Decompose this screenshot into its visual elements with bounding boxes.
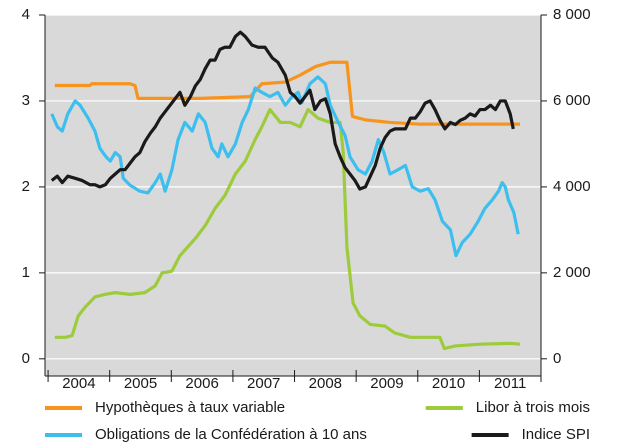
legend-label: Libor à trois mois: [476, 399, 590, 416]
x-tick-label: 2010: [432, 375, 465, 392]
x-tick-label: 2007: [247, 375, 280, 392]
plot-area: [45, 15, 541, 376]
series-line: [54, 107, 521, 351]
y2-tick-label: 2 000: [553, 264, 591, 281]
y-tick-label: 3: [22, 92, 30, 109]
legend-label: Hypothèques à taux variable: [95, 399, 285, 416]
y-tick-label: 4: [22, 6, 30, 23]
y2-tick-label: 6 000: [553, 92, 591, 109]
series-line: [50, 30, 515, 191]
y2-tick-label: 4 000: [553, 178, 591, 195]
y-tick-label: 2: [22, 178, 30, 195]
grid: [45, 14, 541, 360]
series-line: [50, 75, 520, 258]
x-tick-label: 2009: [370, 375, 403, 392]
legend-label: Indice SPI: [522, 426, 590, 443]
x-tick-label: 2004: [62, 375, 95, 392]
x-tick-label: 2008: [309, 375, 342, 392]
x-tick-label: 2011: [494, 375, 526, 392]
y-tick-label: 0: [22, 350, 30, 367]
legend-label: Obligations de la Confédération à 10 ans: [95, 426, 367, 443]
x-tick-label: 2006: [185, 375, 218, 392]
series-line: [54, 60, 521, 126]
y-tick-label: 1: [22, 264, 30, 281]
y2-tick-label: 0: [553, 350, 561, 367]
y2-tick-label: 8 000: [553, 6, 591, 23]
x-tick-label: 2005: [124, 375, 157, 392]
lines: [50, 30, 521, 351]
axes: 0 1 2 3 4 0 2 000 4 000 6 000 8 000 2004 2005 2006 20…: [22, 6, 591, 392]
